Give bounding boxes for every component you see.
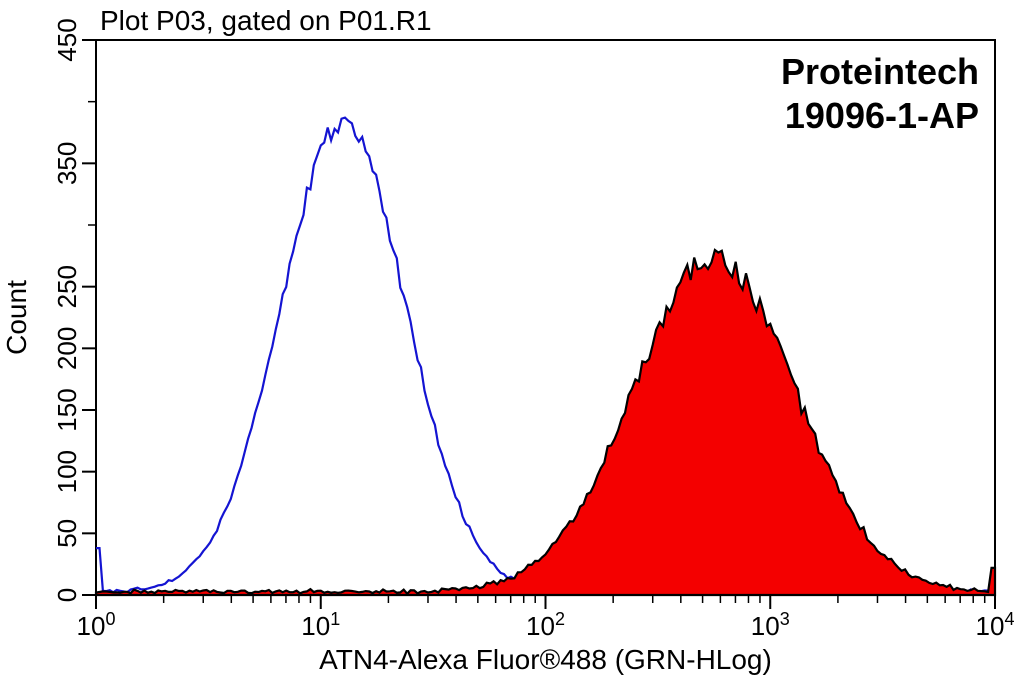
x-axis-label: ATN4-Alexa Fluor®488 (GRN-HLog) (319, 644, 772, 675)
flow-cytometry-histogram: 100101102103104050100150200250350450ATN4… (0, 0, 1015, 683)
annotation-brand: Proteintech (781, 51, 979, 92)
y-tick-label: 50 (52, 519, 82, 548)
y-tick-label: 450 (52, 18, 82, 61)
plot-title: Plot P03, gated on P01.R1 (100, 5, 432, 36)
y-tick-label: 250 (52, 265, 82, 308)
y-tick-label: 100 (52, 450, 82, 493)
chart-svg: 100101102103104050100150200250350450ATN4… (0, 0, 1015, 683)
y-axis-label: Count (1, 280, 32, 355)
annotation-catalog: 19096-1-AP (785, 95, 979, 136)
y-tick-label: 350 (52, 142, 82, 185)
y-tick-label: 0 (52, 588, 82, 602)
y-tick-label: 200 (52, 327, 82, 370)
y-tick-label: 150 (52, 388, 82, 431)
